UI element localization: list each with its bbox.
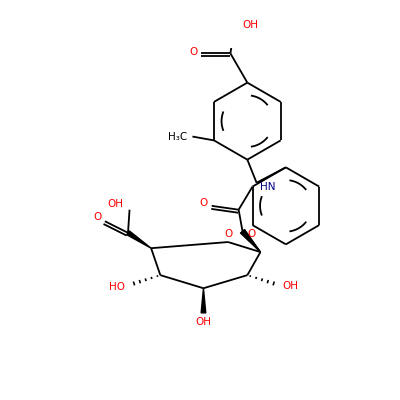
Text: O: O bbox=[189, 47, 198, 57]
Polygon shape bbox=[240, 230, 260, 252]
Text: O: O bbox=[94, 212, 102, 222]
Text: O: O bbox=[200, 198, 208, 208]
Polygon shape bbox=[127, 231, 151, 248]
Text: O: O bbox=[248, 229, 256, 239]
Text: HO: HO bbox=[109, 282, 125, 292]
Text: O: O bbox=[225, 229, 233, 239]
Text: OH: OH bbox=[196, 317, 212, 327]
Text: OH: OH bbox=[282, 281, 298, 291]
Text: OH: OH bbox=[108, 198, 124, 208]
Text: H₃C: H₃C bbox=[168, 132, 188, 142]
Text: HN: HN bbox=[260, 182, 275, 192]
Text: OH: OH bbox=[242, 20, 258, 30]
Polygon shape bbox=[201, 288, 206, 313]
